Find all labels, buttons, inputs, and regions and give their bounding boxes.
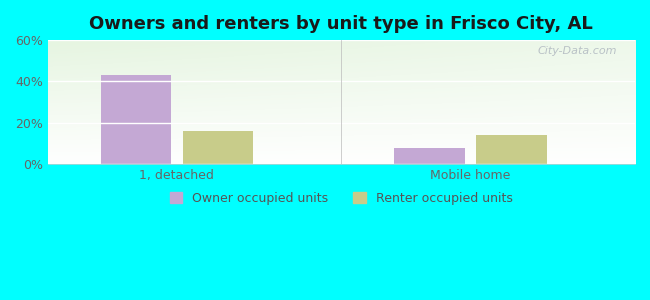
Bar (394, 148, 465, 164)
Bar (476, 135, 547, 164)
Bar (101, 75, 171, 164)
Legend: Owner occupied units, Renter occupied units: Owner occupied units, Renter occupied un… (165, 187, 518, 210)
Bar (183, 131, 254, 164)
Title: Owners and renters by unit type in Frisco City, AL: Owners and renters by unit type in Frisc… (90, 15, 593, 33)
Text: City-Data.com: City-Data.com (538, 46, 617, 56)
